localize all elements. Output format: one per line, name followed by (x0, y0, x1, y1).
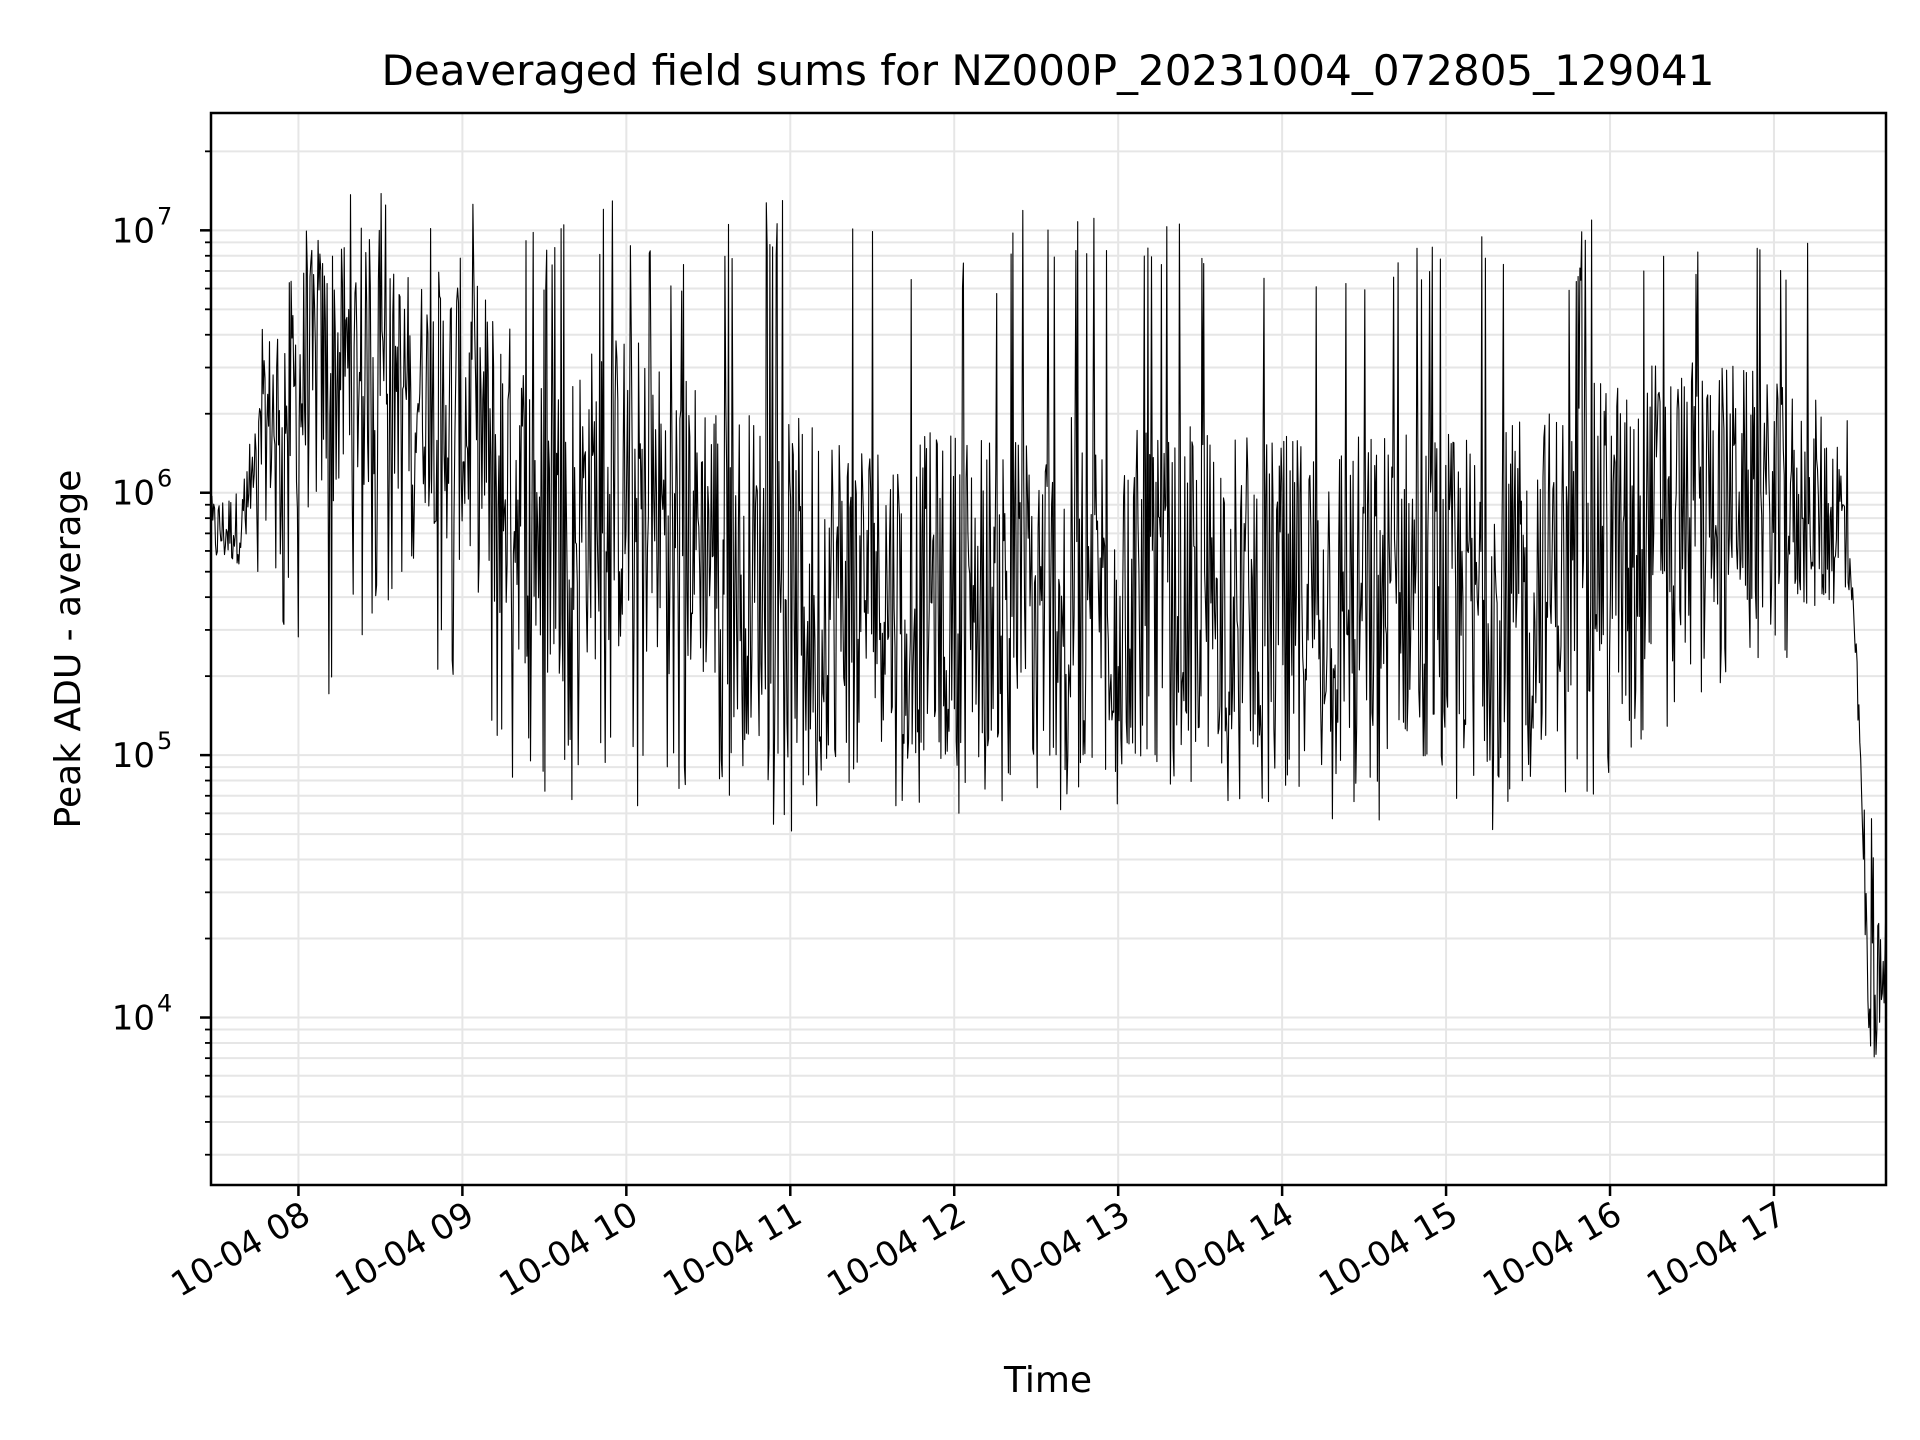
y-tick-exponent: 7 (157, 202, 172, 230)
x-tick-label: 10-04 08 (165, 1194, 317, 1305)
y-tick-exponent: 4 (157, 990, 172, 1018)
y-tick-label: 10 (112, 474, 155, 514)
y-tick-base: 10 (112, 999, 155, 1039)
x-tick-label: 10-04 17 (1640, 1194, 1792, 1305)
y-tick-exponent: 6 (157, 465, 172, 493)
y-tick-label: 10 (112, 736, 155, 776)
x-tick-label: 10-04 11 (656, 1194, 808, 1305)
y-tick-base: 10 (112, 474, 155, 514)
y-tick-exponent: 5 (157, 727, 172, 755)
y-axis-label: Peak ADU - average (48, 470, 89, 829)
grid-lines (211, 113, 1886, 1185)
x-tick-label: 10-04 10 (492, 1194, 644, 1305)
x-axis-label: Time (1003, 1360, 1092, 1401)
x-tick-label: 10-04 16 (1476, 1194, 1628, 1305)
plot-frame (209, 111, 1888, 1187)
x-tick-label: 10-04 15 (1312, 1194, 1464, 1305)
x-tick-label: 10-04 12 (820, 1194, 972, 1305)
data-line-layer (210, 192, 1887, 1058)
x-tick-label: 10-04 14 (1148, 1194, 1300, 1305)
y-tick-base: 10 (112, 736, 155, 776)
x-tick-label: 10-04 13 (984, 1194, 1136, 1305)
chart-title: Deaveraged field sums for NZ000P_2023100… (382, 46, 1715, 95)
y-tick-label: 10 (112, 999, 155, 1039)
axis-ticks: 10-04 08 10-04 09 10-04 10 10-04 11 10-04 12… (112, 150, 1792, 1305)
y-tick-label: 10 (112, 211, 155, 251)
series-line (210, 192, 1887, 1058)
y-tick-base: 10 (112, 211, 155, 251)
x-tick-label: 10-04 09 (328, 1194, 480, 1305)
